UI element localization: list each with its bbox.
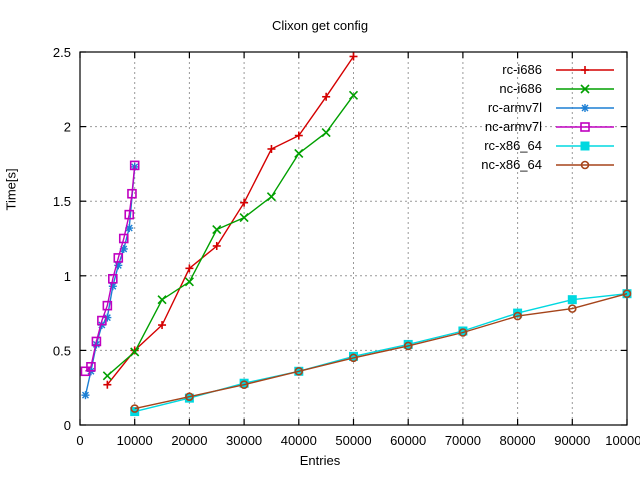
marker-cross: [266, 192, 277, 202]
x-tick-label: 80000: [500, 433, 536, 448]
marker-open-square: [113, 253, 124, 263]
marker-cross: [294, 148, 304, 159]
marker-open-circle: [458, 328, 468, 337]
marker-open-square: [97, 315, 107, 326]
series-line: [85, 165, 136, 372]
marker-star: [125, 224, 133, 232]
x-tick-label: 40000: [281, 433, 317, 448]
x-axis-label: Entries: [299, 453, 341, 468]
marker-open-circle: [185, 392, 194, 401]
legend-label: rc-armv7l: [488, 100, 542, 115]
legend-label: rc-i686: [502, 62, 542, 77]
marker-cross: [580, 84, 590, 94]
series-nc-x86_64: [130, 289, 632, 413]
marker-filled-square: [580, 141, 590, 151]
legend-item-nc-armv7l[interactable]: nc-armv7l: [485, 119, 614, 134]
marker-open-square: [108, 273, 118, 284]
marker-star: [581, 104, 589, 112]
marker-open-square: [102, 300, 113, 311]
series-rc-i686: [103, 52, 358, 389]
marker-open-square: [91, 336, 102, 347]
legend-item-nc-x86_64[interactable]: nc-x86_64: [481, 157, 614, 172]
marker-open-square: [129, 160, 140, 171]
x-tick-label: 20000: [171, 433, 207, 448]
x-tick-label: 50000: [335, 433, 371, 448]
legend-label: nc-armv7l: [485, 119, 542, 134]
marker-open-square: [124, 209, 135, 220]
marker-open-square: [118, 233, 129, 244]
marker-cross: [184, 277, 194, 287]
series-line: [106, 94, 355, 377]
marker-open-circle: [294, 366, 304, 376]
marker-open-square: [580, 122, 590, 132]
marker-open-circle: [622, 289, 632, 299]
y-tick-label: 0: [64, 418, 71, 433]
series-line: [134, 293, 628, 410]
marker-open-circle: [349, 353, 358, 363]
x-tick-label: 90000: [554, 433, 590, 448]
marker-filled-square: [567, 295, 577, 305]
marker-cross: [321, 128, 331, 138]
legend-item-rc-x86_64[interactable]: rc-x86_64: [484, 138, 614, 153]
series-nc-i686: [102, 90, 359, 381]
x-tick-label: 0: [76, 433, 83, 448]
y-tick-label: 0.5: [53, 343, 71, 358]
legend-label: nc-x86_64: [481, 157, 542, 172]
y-tick-label: 2: [64, 120, 71, 135]
marker-cross: [157, 295, 167, 305]
y-tick-label: 1: [64, 269, 71, 284]
x-tick-label: 10000: [117, 433, 153, 448]
series-nc-armv7l: [80, 160, 140, 377]
marker-open-circle: [403, 341, 413, 351]
marker-cross: [239, 213, 249, 223]
x-tick-label: 60000: [390, 433, 426, 448]
marker-cross: [102, 371, 112, 381]
marker-open-circle: [513, 311, 522, 321]
chart-title: Clixon get config: [271, 18, 369, 33]
marker-open-circle: [567, 304, 577, 313]
y-tick-label: 1.5: [53, 194, 71, 209]
marker-open-circle: [130, 404, 139, 413]
marker-cross: [212, 224, 222, 235]
x-tick-label: 30000: [226, 433, 262, 448]
legend-item-rc-armv7l[interactable]: rc-armv7l: [488, 100, 614, 115]
series-rc-x86_64: [130, 289, 632, 417]
marker-cross: [130, 347, 140, 357]
marker-star: [81, 391, 89, 399]
marker-star: [120, 245, 128, 253]
x-tick-label: 70000: [445, 433, 481, 448]
series-line: [106, 56, 355, 386]
marker-open-circle: [580, 160, 590, 170]
legend-label: nc-i686: [499, 81, 542, 96]
marker-open-circle: [239, 380, 249, 390]
legend-item-nc-i686[interactable]: nc-i686: [499, 81, 614, 96]
legend-item-rc-i686[interactable]: rc-i686: [502, 62, 614, 77]
legend-label: rc-x86_64: [484, 138, 542, 153]
x-tick-label: 100000: [605, 433, 640, 448]
marker-cross: [348, 90, 359, 100]
marker-open-square: [127, 188, 137, 199]
y-tick-label: 2.5: [53, 45, 71, 60]
marker-open-square: [86, 362, 96, 372]
